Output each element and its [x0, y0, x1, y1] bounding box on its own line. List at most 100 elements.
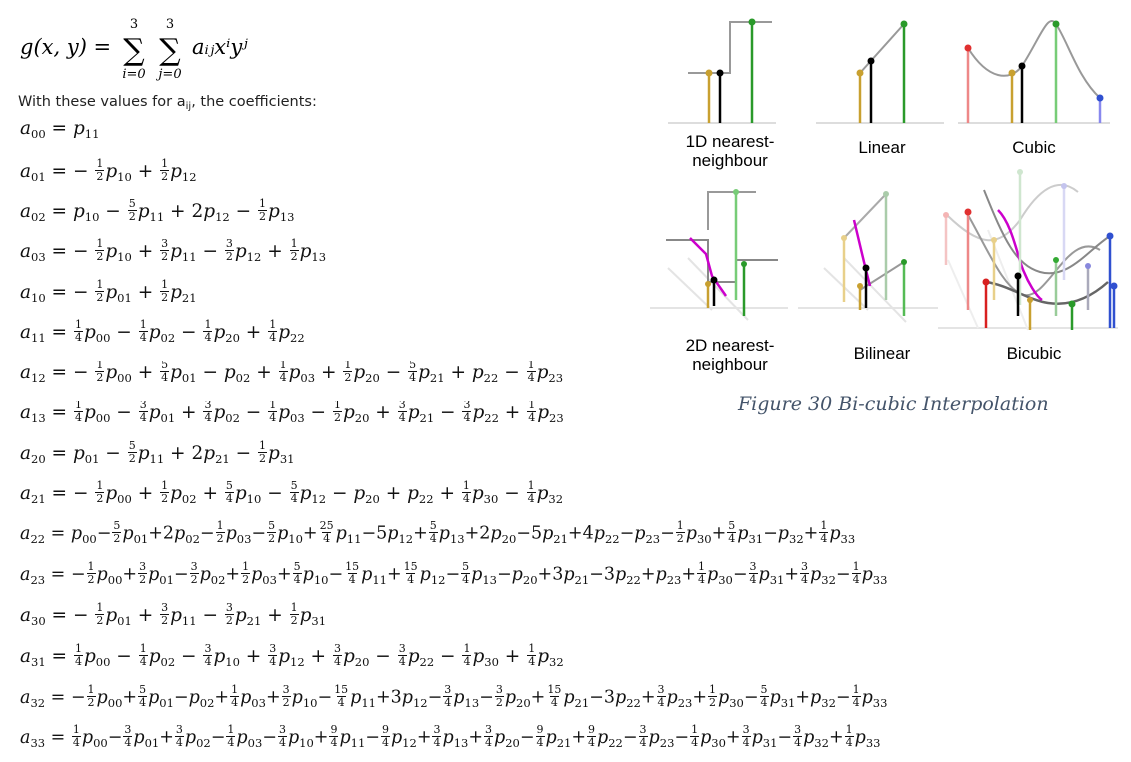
variable: p02: [148, 646, 176, 670]
variable: p33: [861, 687, 888, 710]
variable: p11: [350, 687, 376, 710]
variable: p21: [542, 523, 568, 546]
variable: p00: [83, 322, 111, 346]
panel-label-linear: Linear: [822, 138, 942, 157]
point-marker: [1061, 183, 1067, 189]
point-marker: [710, 276, 718, 284]
variable: p20: [353, 483, 380, 507]
variable: p02: [199, 564, 226, 587]
variable: p31: [758, 564, 785, 587]
variable: p01: [148, 402, 176, 426]
variable: p22: [407, 483, 434, 507]
variable: p23: [648, 727, 675, 750]
coefficient-equation-a03: a03 = − 1 2 p10 + 3 2 p11 − 3 2 p12 + 1 2 p13: [20, 237, 327, 265]
coefficient-name: a02: [20, 201, 46, 225]
point-marker: [1008, 69, 1016, 77]
point-marker: [1052, 20, 1060, 28]
variable: p00: [81, 727, 108, 750]
variable: p13: [299, 241, 327, 265]
point-marker: [1096, 94, 1104, 102]
variable: p02: [188, 687, 215, 710]
point-marker: [1068, 300, 1076, 308]
interp-path: [689, 237, 728, 297]
formula-term: aᵢⱼxⁱyʲ: [192, 35, 248, 59]
coefficient-equation-a33: a33 = 1 4 p00− 3 4 p01+ 3 4 p02− 1 4 p03− 3 4 p10+ 9 4 p1…: [20, 723, 881, 750]
panel-bilinear: [798, 191, 938, 323]
coefficient-equation-a30: a30 = − 1 2 p01 + 3 2 p11 − 3 2 p21 + 1 2 p31: [20, 601, 327, 629]
point-marker: [1110, 282, 1118, 290]
variable: p13: [453, 687, 480, 710]
variable: p23: [666, 687, 693, 710]
variable: p02: [170, 483, 197, 507]
fraction: 15 4: [345, 560, 360, 586]
point-marker: [1053, 257, 1059, 263]
variable: p10: [302, 564, 329, 587]
fraction: 15 4: [334, 683, 349, 709]
grid-line: [667, 267, 713, 311]
point-marker: [733, 189, 739, 195]
sum-upper-1: 3: [130, 18, 138, 32]
formula-lhs: g(x, y) =: [20, 35, 111, 59]
variable: p01: [133, 727, 160, 750]
variable: p11: [361, 564, 387, 587]
variable: p20: [353, 362, 380, 386]
coefficient-name: a12: [20, 362, 46, 386]
sum-upper-2: 3: [166, 18, 174, 32]
variable: p11: [137, 443, 165, 467]
variable: p00: [96, 564, 123, 587]
variable: p10: [105, 241, 132, 265]
variable: p20: [511, 564, 538, 587]
grid-line: [687, 257, 749, 321]
panel-label-2d-nearest: 2D nearest- neighbour: [670, 336, 790, 374]
point-marker: [856, 69, 864, 77]
variable: p32: [537, 646, 564, 670]
variable: p30: [700, 727, 726, 750]
variable: p02: [174, 523, 200, 546]
point-marker: [964, 44, 972, 52]
variable: p02: [223, 362, 251, 386]
coefficient-name: a31: [20, 646, 46, 670]
double-sum-formula: g(x, y) = 3 ∑ i=0 3 ∑ j=0 aᵢⱼxⁱyʲ: [20, 17, 248, 82]
label-line: 1D nearest-: [685, 132, 775, 151]
variable: p10: [277, 523, 303, 546]
label-line: Cubic: [1012, 138, 1056, 157]
variable: p03: [251, 564, 277, 587]
intro-after: , the coefficients:: [191, 94, 317, 110]
variable: p22: [471, 362, 499, 386]
variable: p13: [471, 564, 497, 587]
coefficient-equation-a02: a02 = p10 − 5 2 p11 + 2p12 − 1 2 p13: [20, 197, 295, 225]
coefficient-name: a23: [20, 564, 46, 587]
point-marker: [741, 261, 747, 267]
point-marker: [1014, 272, 1022, 280]
